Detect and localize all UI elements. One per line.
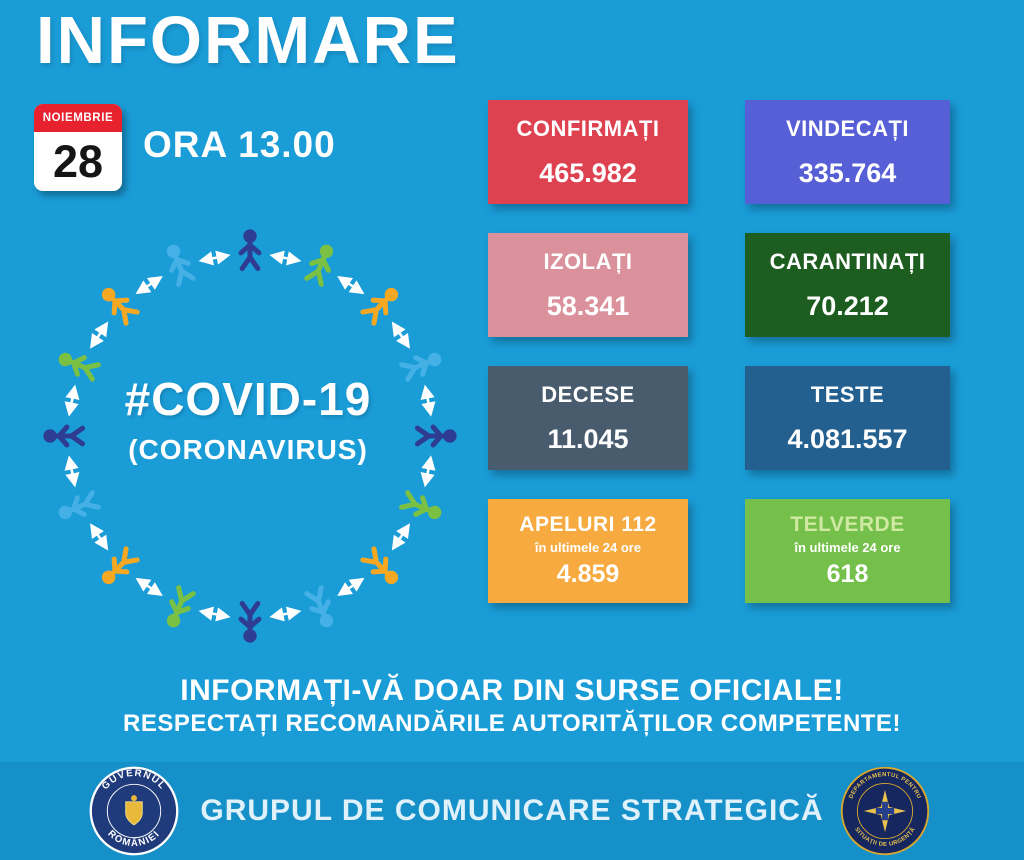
person-icon xyxy=(166,244,196,287)
stat-card-telverde: TELVERDE în ultimele 24 ore 618 xyxy=(745,499,950,603)
stat-value: 4.859 xyxy=(556,560,620,588)
stat-sublabel: în ultimele 24 ore xyxy=(794,540,901,555)
recommendations-notice: RESPECTAȚI RECOMANDĂRILE AUTORITĂȚILOR C… xyxy=(123,710,901,737)
stat-value: 335.764 xyxy=(798,157,897,188)
person-icon xyxy=(166,585,196,628)
double-arrow-icon xyxy=(64,455,80,488)
person-icon xyxy=(43,424,86,448)
person-icon xyxy=(238,229,262,272)
official-sources-notice: INFORMAȚI-VĂ DOAR DIN SURSE OFICIALE! xyxy=(180,674,844,707)
person-icon xyxy=(58,490,101,520)
double-arrow-icon xyxy=(337,276,365,295)
stat-value: 70.212 xyxy=(806,290,889,321)
double-arrow-icon xyxy=(198,606,231,622)
person-icon xyxy=(101,546,140,585)
double-arrow-icon xyxy=(198,250,231,266)
person-icon xyxy=(360,546,399,585)
stat-card-vindecati: VINDECAȚI 335.764 xyxy=(745,100,950,204)
stat-value: 618 xyxy=(826,560,869,588)
time-label: ORA 13.00 xyxy=(143,124,336,165)
person-icon xyxy=(238,600,262,643)
person-icon xyxy=(304,585,334,628)
double-arrow-icon xyxy=(90,321,109,349)
stat-label: TELVERDE xyxy=(790,513,905,536)
double-arrow-icon xyxy=(420,455,436,488)
double-arrow-icon xyxy=(420,384,436,417)
person-icon xyxy=(304,244,334,287)
stat-card-teste: TESTE 4.081.557 xyxy=(745,366,950,470)
stats-grid: CONFIRMAȚI 465.982 VINDECAȚI 335.764 IZO… xyxy=(488,100,950,603)
stat-card-confirmati: CONFIRMAȚI 465.982 xyxy=(488,100,688,204)
covid-hashtag-title: #COVID-19 xyxy=(124,373,372,425)
double-arrow-icon xyxy=(337,577,365,596)
stat-label: APELURI 112 xyxy=(519,513,657,536)
double-arrow-icon xyxy=(135,577,163,596)
stat-card-carantinati: CARANTINAȚI 70.212 xyxy=(745,233,950,337)
footer-bar: GUVERNUL ROMÂNIEI GRUPUL DE COMUNICARE S… xyxy=(0,762,1024,860)
stat-label: VINDECAȚI xyxy=(785,115,910,141)
person-icon xyxy=(399,490,442,520)
double-arrow-icon xyxy=(64,384,80,417)
stat-sublabel: în ultimele 24 ore xyxy=(534,540,642,555)
calendar-day: 28 xyxy=(52,135,104,187)
people-circle-graphic xyxy=(43,229,457,643)
stat-label: IZOLAȚI xyxy=(543,248,633,274)
stat-value: 4.081.557 xyxy=(787,423,908,454)
dsu-seal: DEPARTAMENTUL PENTRU SITUAȚII DE URGENȚĂ xyxy=(840,766,930,856)
person-icon xyxy=(399,352,442,382)
coat-of-arms-shield-icon xyxy=(125,801,143,826)
stat-value: 11.045 xyxy=(547,423,629,454)
stat-card-decese: DECESE 11.045 xyxy=(488,366,688,470)
coat-of-arms-eagle-icon xyxy=(131,795,137,802)
dsu-cross-icon xyxy=(875,801,895,821)
footer-title: GRUPUL DE COMUNICARE STRATEGICĂ xyxy=(200,794,824,827)
stat-value: 465.982 xyxy=(539,157,637,188)
double-arrow-icon xyxy=(391,321,410,349)
person-icon xyxy=(58,352,101,382)
people-circle-diagram: #COVID-19 (CORONAVIRUS) xyxy=(28,222,468,652)
stat-label: DECESE xyxy=(541,381,635,407)
stat-label: TESTE xyxy=(810,381,885,407)
stat-value: 58.341 xyxy=(546,290,630,321)
double-arrow-icon xyxy=(391,523,410,551)
guvernul-romaniei-seal: GUVERNUL ROMÂNIEI xyxy=(89,766,179,856)
double-arrow-icon xyxy=(135,276,163,295)
person-icon xyxy=(101,287,140,326)
stat-label: CONFIRMAȚI xyxy=(516,115,660,141)
stat-card-apeluri-112: APELURI 112 în ultimele 24 ore 4.859 xyxy=(488,499,688,603)
diagram-center-text: #COVID-19 (CORONAVIRUS) xyxy=(28,372,468,466)
page-title: INFORMARE xyxy=(36,3,460,78)
calendar-date: NOIEMBRIE 28 xyxy=(34,104,122,191)
person-icon xyxy=(414,424,457,448)
stat-card-izolati: IZOLAȚI 58.341 xyxy=(488,233,688,337)
double-arrow-icon xyxy=(90,523,109,551)
calendar-month: NOIEMBRIE xyxy=(34,104,122,132)
person-icon xyxy=(360,287,399,326)
stat-label: CARANTINAȚI xyxy=(769,248,926,274)
double-arrow-icon xyxy=(269,250,302,266)
coronavirus-subtitle: (CORONAVIRUS) xyxy=(128,434,368,465)
double-arrow-icon xyxy=(269,606,302,622)
